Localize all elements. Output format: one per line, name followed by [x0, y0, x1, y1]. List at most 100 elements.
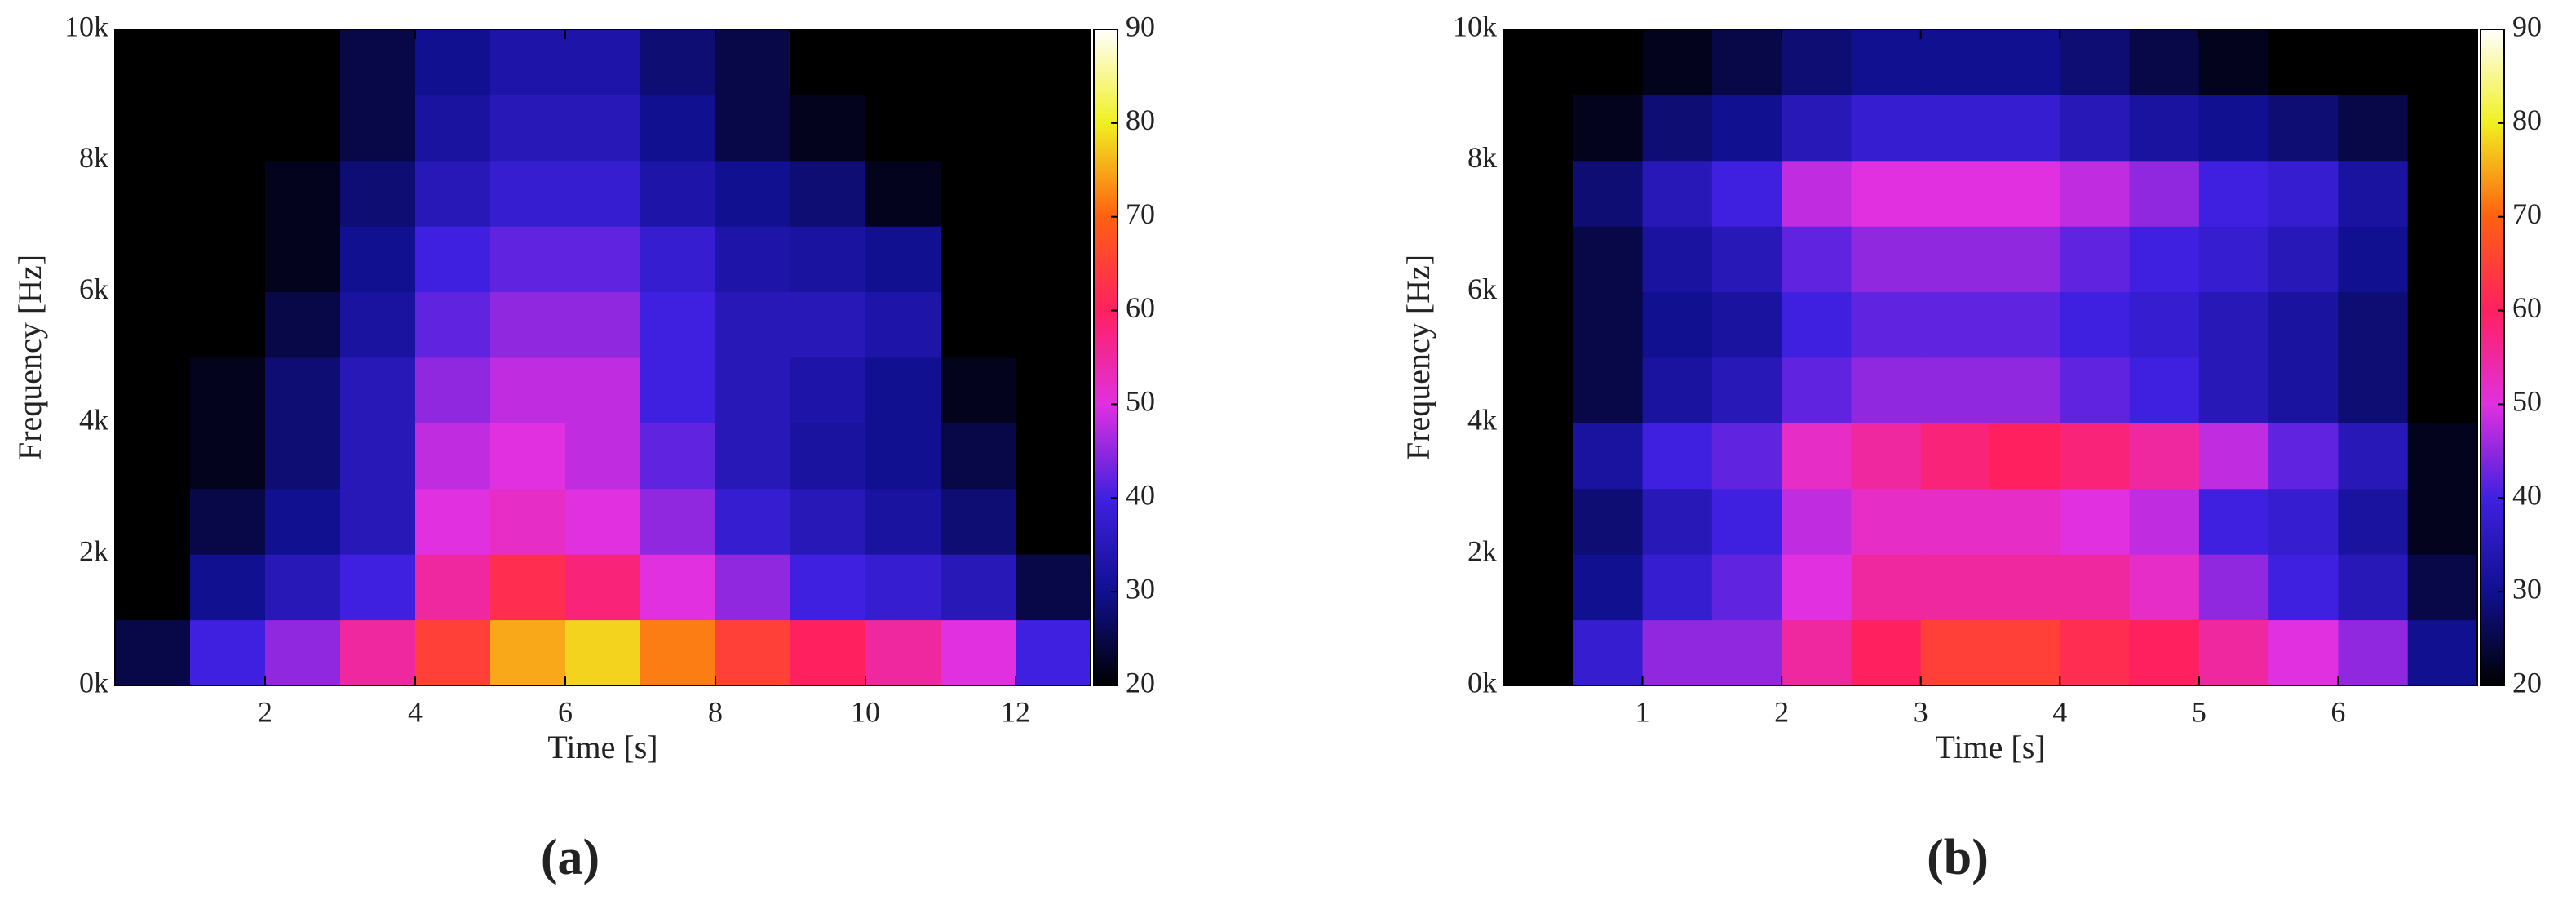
heatmap-cell	[1851, 554, 1922, 621]
heatmap-cell	[2198, 160, 2269, 227]
heatmap-cell	[1711, 423, 1782, 490]
heatmap-cell	[1016, 160, 1091, 227]
heatmap-cell	[941, 226, 1016, 293]
heatmap-cell	[1851, 423, 1922, 490]
heatmap-cell	[490, 619, 566, 686]
heatmap-cell	[640, 423, 716, 490]
heatmap-cell	[1573, 488, 1644, 555]
heatmap-cell	[2268, 29, 2339, 95]
heatmap-cell	[490, 554, 566, 621]
heatmap-cell	[1503, 357, 1573, 423]
heatmap-cell	[2268, 291, 2339, 358]
heatmap-cell	[1642, 554, 1713, 621]
heatmap-cell	[2338, 29, 2409, 95]
heatmap-cell	[715, 488, 791, 555]
heatmap-cell	[265, 160, 341, 227]
heatmap-cell	[715, 554, 791, 621]
heatmap-cell	[490, 226, 566, 293]
y-tick-label: 2k	[1467, 534, 1497, 567]
heatmap-cell	[1920, 226, 1991, 293]
heatmap-cell	[340, 95, 416, 162]
heatmap-cell	[1782, 95, 1852, 162]
heatmap-cell	[2407, 291, 2478, 358]
heatmap-cell	[640, 95, 716, 162]
heatmap-cell	[1851, 160, 1922, 227]
heatmap-cell	[2338, 619, 2409, 686]
heatmap-cell	[115, 488, 191, 555]
heatmap-cell	[265, 226, 341, 293]
heatmap-cell	[415, 95, 491, 162]
heatmap-cell	[415, 423, 491, 490]
heatmap-cell	[565, 423, 641, 490]
heatmap-cell	[1642, 291, 1713, 358]
heatmap-cell	[1782, 554, 1852, 621]
heatmap-cell	[1851, 291, 1922, 358]
heatmap-cell	[1016, 95, 1091, 162]
heatmap-cell	[1782, 423, 1852, 490]
heatmap-cell	[1851, 226, 1922, 293]
y-tick-label: 0k	[79, 666, 108, 698]
heatmap-cell	[715, 291, 791, 358]
colorbar-tick-label: 20	[2512, 666, 2542, 698]
x-axis-label: Time [s]	[547, 729, 657, 765]
heatmap-cell	[2268, 554, 2339, 621]
heatmap-cell	[490, 160, 566, 227]
heatmap-cell	[941, 29, 1016, 95]
x-tick-label: 2	[1774, 695, 1789, 728]
heatmap-cell	[1782, 160, 1852, 227]
heatmap-cell	[790, 29, 866, 95]
heatmap-cell	[2129, 29, 2200, 95]
heatmap-cell	[2338, 226, 2409, 293]
heatmap-cell	[941, 357, 1016, 423]
heatmap-cell	[1573, 226, 1644, 293]
y-tick-label: 2k	[79, 534, 108, 567]
heatmap-cell	[340, 488, 416, 555]
heatmap-cell	[2268, 226, 2339, 293]
heatmap-cell	[1573, 357, 1644, 423]
heatmap-cell	[1990, 619, 2060, 686]
heatmap-cell	[1016, 291, 1091, 358]
heatmap-cell	[2129, 488, 2200, 555]
heatmap-cell	[2129, 554, 2200, 621]
heatmap-cell	[265, 554, 341, 621]
heatmap-cell	[340, 226, 416, 293]
heatmap-cell	[490, 95, 566, 162]
heatmap-cell	[190, 95, 266, 162]
heatmap-cell	[1782, 619, 1852, 686]
heatmap-cell	[2198, 291, 2269, 358]
heatmap-cell	[1642, 619, 1713, 686]
heatmap-cell	[565, 160, 641, 227]
heatmap-cell	[2407, 357, 2478, 423]
heatmap-cell	[1016, 619, 1091, 686]
heatmap-cell	[2338, 160, 2409, 227]
heatmap-cell	[190, 423, 266, 490]
heatmap-cell	[2338, 554, 2409, 621]
heatmap-cell	[265, 488, 341, 555]
heatmap-cell	[2129, 291, 2200, 358]
colorbar-tick-label: 80	[1126, 104, 1155, 136]
colorbar	[1093, 29, 1118, 686]
heatmap-cell	[865, 554, 941, 621]
heatmap-cell	[565, 488, 641, 555]
heatmap-cell	[2198, 95, 2269, 162]
heatmap-cell	[715, 95, 791, 162]
heatmap-cell	[115, 357, 191, 423]
heatmap-cell	[1990, 226, 2060, 293]
heatmap-cell	[941, 95, 1016, 162]
heatmap-cell	[1851, 95, 1922, 162]
heatmap-cell	[1642, 357, 1713, 423]
heatmap-cell	[340, 29, 416, 95]
heatmap-cell	[190, 357, 266, 423]
heatmap-cell	[490, 357, 566, 423]
heatmap-cell	[1920, 357, 1991, 423]
heatmap-cell	[1990, 554, 2060, 621]
heatmap-cell	[1782, 488, 1852, 555]
heatmap-cell	[1920, 291, 1991, 358]
heatmap-cell	[565, 619, 641, 686]
heatmap-cell	[2338, 423, 2409, 490]
heatmap-cell	[2268, 619, 2339, 686]
heatmap-cell	[1016, 554, 1091, 621]
heatmap-cell	[2060, 357, 2131, 423]
heatmap-cell	[2268, 95, 2339, 162]
heatmap-cell	[2198, 423, 2269, 490]
